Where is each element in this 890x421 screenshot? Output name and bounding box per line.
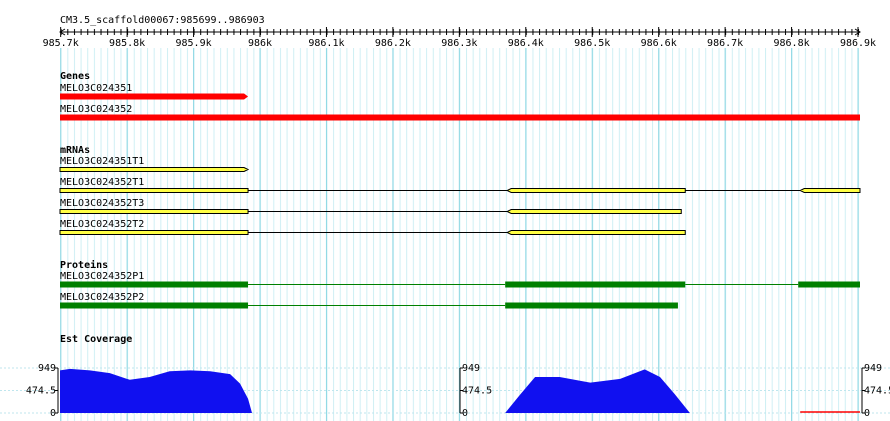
ruler-tick-label: 986.7k bbox=[707, 38, 743, 49]
feature-segment bbox=[505, 302, 678, 309]
track-label: mRNAs bbox=[60, 145, 90, 156]
feature-segment bbox=[59, 209, 249, 214]
feature-segment bbox=[60, 114, 860, 121]
feature-segment bbox=[59, 188, 249, 193]
ruler-tick-label: 986.3k bbox=[441, 38, 477, 49]
ruler-tick-label: 986k bbox=[248, 38, 272, 49]
axis-tick-label: 474.5 bbox=[462, 386, 492, 397]
track-label: Genes bbox=[60, 71, 90, 82]
feature-segment bbox=[59, 167, 250, 172]
ruler-tick-label: 986.8k bbox=[773, 38, 809, 49]
track-label: Est Coverage bbox=[60, 334, 132, 345]
axis-tick-label: 0 bbox=[462, 408, 468, 419]
feature-label: MELO3C024352 bbox=[60, 104, 132, 115]
axis-tick-label: 474.5 bbox=[26, 386, 56, 397]
ruler-tick-label: 986.1k bbox=[308, 38, 344, 49]
axis-tick-label: 0 bbox=[864, 408, 870, 419]
track-label: Proteins bbox=[60, 259, 108, 271]
feature-label: MELO3C024351 bbox=[60, 83, 132, 94]
axis-tick-label: 949 bbox=[462, 363, 480, 374]
feature-segment bbox=[60, 281, 249, 288]
feature-label: MELO3C024352P1 bbox=[60, 271, 144, 282]
feature-label: MELO3C024351T1 bbox=[60, 156, 144, 167]
coverage-area bbox=[60, 368, 253, 413]
ruler-tick-label: 986.5k bbox=[574, 38, 610, 49]
ruler-tick-label: 986.2k bbox=[375, 38, 411, 49]
ruler-tick-label: 985.7k bbox=[43, 38, 79, 49]
feature-label: MELO3C024352T1 bbox=[60, 177, 144, 188]
feature-label: MELO3C024352T3 bbox=[60, 198, 144, 209]
ruler-tick-label: 985.9k bbox=[175, 38, 211, 49]
axis-tick-label: 949 bbox=[38, 363, 56, 374]
ruler-title: CM3.5_scaffold00067:985699..986903 bbox=[60, 15, 265, 26]
feature-segment bbox=[506, 209, 682, 214]
feature-label: MELO3C024352P2 bbox=[60, 292, 144, 303]
feature-segment bbox=[506, 230, 686, 235]
feature-segment bbox=[59, 230, 249, 235]
feature-segment bbox=[60, 93, 249, 100]
ruler-arrow bbox=[59, 28, 66, 36]
axis-tick-label: 949 bbox=[864, 363, 882, 374]
axis-tick-label: 0 bbox=[50, 408, 56, 419]
feature-segment bbox=[60, 302, 249, 309]
ruler-tick-label: 986.9k bbox=[840, 38, 876, 49]
feature-segment bbox=[799, 188, 861, 193]
coverage-area bbox=[505, 369, 690, 413]
feature-segment bbox=[798, 281, 860, 288]
ruler-tick-label: 986.4k bbox=[508, 38, 544, 49]
feature-segment bbox=[506, 188, 686, 193]
feature-segment bbox=[505, 281, 686, 288]
axis-tick-label: 474.5 bbox=[864, 386, 890, 397]
ruler-tick-label: 985.8k bbox=[109, 38, 145, 49]
ruler-tick-label: 986.6k bbox=[641, 38, 677, 49]
ruler-arrow bbox=[854, 28, 861, 36]
feature-label: MELO3C024352T2 bbox=[60, 219, 144, 230]
